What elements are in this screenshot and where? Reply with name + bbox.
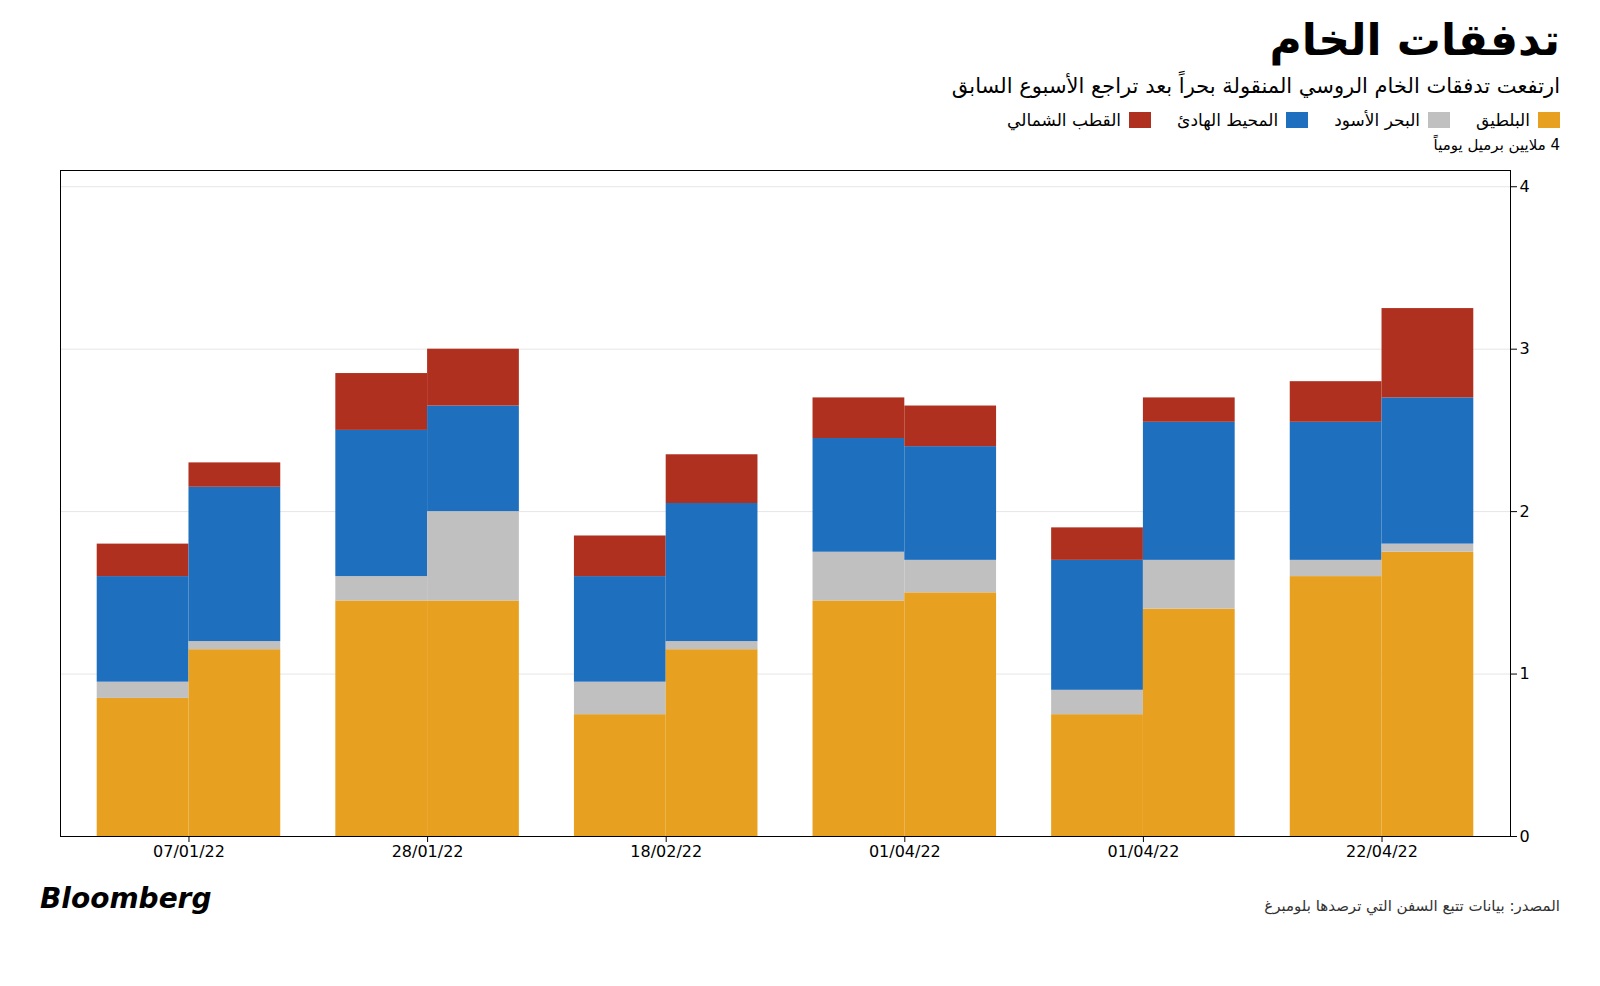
- html-text:البلطيق: البلطيق: [1476, 110, 1530, 131]
- html-text:المصدر: بيانات تتبع السفن التي: المصدر: بيانات تتبع السفن التي ترصدها بل…: [1264, 897, 1560, 916]
- html-text:Bloomberg: Bloomberg: [40, 882, 212, 916]
- html-text:المحيط الهادئ: المحيط الهادئ: [1177, 110, 1279, 131]
- svg-text:4: 4: [1520, 177, 1530, 196]
- html-text:ارتفعت تدفقات الخام الروسي الم: ارتفعت تدفقات الخام الروسي المنقولة بحرا…: [951, 73, 1560, 98]
- svg-text:0: 0: [1520, 827, 1530, 846]
- html-text:4 ملايين برميل يومياً: 4 ملايين برميل يومياً: [1433, 136, 1560, 155]
- svg-text:28/01/22: 28/01/22: [392, 842, 464, 861]
- svg-text:18/02/22: 18/02/22: [630, 842, 702, 861]
- svg-text:3: 3: [1520, 339, 1530, 358]
- svg-text:1: 1: [1520, 664, 1530, 683]
- html-text:القطب الشمالي: القطب الشمالي: [1007, 110, 1122, 131]
- html-text:تدفقات الخام: تدفقات الخام: [1269, 14, 1560, 65]
- svg-text:01/04/22: 01/04/22: [869, 842, 941, 861]
- svg-text:07/01/22: 07/01/22: [153, 842, 225, 861]
- svg-text:22/04/22: 22/04/22: [1346, 842, 1418, 861]
- svg-text:01/04/22: 01/04/22: [1107, 842, 1179, 861]
- svg-text:2: 2: [1520, 502, 1530, 521]
- html-text:البحر الأسود: البحر الأسود: [1334, 110, 1421, 131]
